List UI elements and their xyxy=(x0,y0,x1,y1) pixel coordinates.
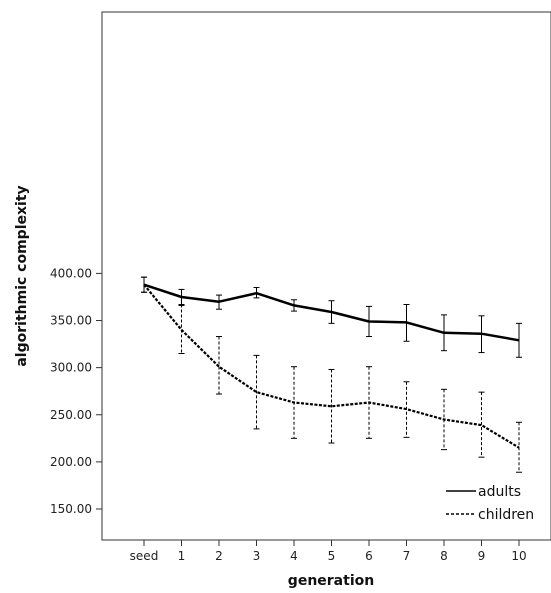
series-line-children xyxy=(143,283,520,449)
y-tick-label: 400.00 xyxy=(50,266,92,280)
x-axis: seed 1 2 3 4 5 6 7 8 9 10 xyxy=(130,540,527,563)
legend: adults children xyxy=(446,484,534,523)
y-tick-label: 350.00 xyxy=(50,314,92,328)
x-tick-label: 5 xyxy=(328,549,336,563)
y-axis: 150.00 200.00 250.00 300.00 350.00 400.00 xyxy=(50,266,102,516)
y-axis-title: algorithmic complexity xyxy=(14,185,30,366)
x-tick-label: 9 xyxy=(478,549,486,563)
error-bars xyxy=(141,276,522,473)
x-tick-label: 4 xyxy=(290,549,298,563)
x-tick-label: 8 xyxy=(440,549,448,563)
x-tick-label: 6 xyxy=(365,549,373,563)
x-axis-title: generation xyxy=(288,573,374,589)
y-tick-label: 250.00 xyxy=(50,408,92,422)
y-tick-label: 200.00 xyxy=(50,455,92,469)
x-tick-label: 3 xyxy=(253,549,261,563)
legend-label-adults: adults xyxy=(478,484,521,500)
x-tick-label: seed xyxy=(130,549,159,563)
series-line-adults xyxy=(143,283,520,342)
legend-label-children: children xyxy=(478,507,534,523)
y-tick-label: 150.00 xyxy=(50,502,92,516)
x-tick-label: 1 xyxy=(178,549,186,563)
x-tick-label: 7 xyxy=(403,549,411,563)
y-tick-label: 300.00 xyxy=(50,361,92,375)
series-lines xyxy=(143,283,520,449)
x-tick-label: 2 xyxy=(215,549,223,563)
plot-frame xyxy=(101,11,551,541)
x-tick-label: 10 xyxy=(511,549,526,563)
